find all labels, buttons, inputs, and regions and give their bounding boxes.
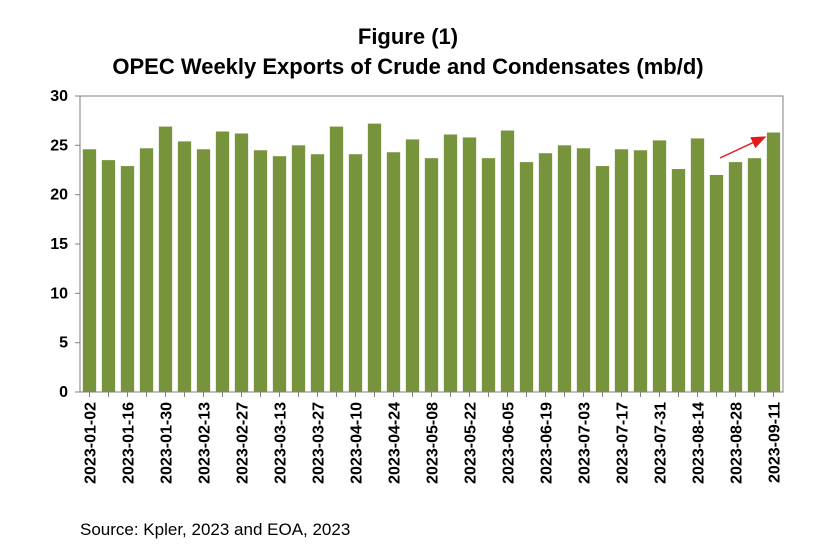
trend-arrow	[719, 136, 767, 159]
y-tick-label: 30	[50, 88, 68, 105]
bar	[500, 130, 515, 393]
bar	[557, 145, 572, 392]
x-tick-label: 2023-07-03	[577, 402, 594, 484]
x-tick-label: 2023-04-10	[349, 402, 366, 484]
y-tick-label: 5	[59, 335, 68, 352]
bar	[272, 156, 287, 392]
x-tick-label: 2023-05-22	[463, 402, 480, 484]
bar	[158, 126, 173, 392]
y-tick-label: 20	[50, 187, 68, 204]
x-tick-label: 2023-07-17	[615, 402, 632, 484]
bar	[177, 141, 192, 392]
bar	[253, 150, 268, 392]
bar	[405, 139, 420, 392]
x-axis: 2023-01-02 2023-01-16 2023-01-30 2023-02-13…	[83, 392, 784, 484]
bar	[728, 162, 743, 392]
x-tick-label: 2023-08-14	[691, 402, 708, 484]
y-axis: 0 5 10 15 20 25 30	[50, 88, 80, 401]
x-tick-label: 2023-01-02	[83, 402, 100, 484]
bar	[595, 166, 610, 392]
x-tick-label: 2023-02-13	[197, 402, 214, 484]
x-tick-label: 2023-01-16	[121, 402, 138, 484]
bar	[519, 162, 534, 392]
bar	[215, 131, 230, 392]
y-tick-label: 25	[50, 137, 68, 154]
bar	[101, 160, 116, 392]
bar	[690, 138, 705, 392]
bar	[671, 169, 686, 392]
x-tick-label: 2023-05-08	[425, 402, 442, 484]
x-tick-label: 2023-07-31	[653, 402, 670, 484]
bar	[538, 153, 553, 392]
bar	[614, 149, 629, 392]
y-tick-label: 15	[50, 236, 68, 253]
bar	[576, 148, 591, 392]
x-tick-label: 2023-06-19	[539, 402, 556, 484]
bar	[481, 158, 496, 392]
bar	[139, 148, 154, 392]
bar	[367, 123, 382, 393]
bar	[348, 154, 363, 392]
bar	[462, 137, 477, 392]
bar	[291, 145, 306, 392]
bars-group	[82, 123, 781, 393]
bar	[386, 152, 401, 392]
x-tick-label: 2023-03-27	[311, 402, 328, 484]
bar	[709, 174, 724, 392]
x-tick-label: 2023-03-13	[273, 402, 290, 484]
chart-title: Figure (1) OPEC Weekly Exports of Crude …	[0, 22, 816, 82]
bar	[633, 150, 648, 392]
bar	[120, 166, 135, 392]
bar	[196, 149, 211, 392]
bar	[652, 140, 667, 392]
bar	[234, 133, 249, 392]
x-tick-label: 2023-06-05	[501, 402, 518, 484]
bar	[310, 154, 325, 392]
source-note: Source: Kpler, 2023 and EOA, 2023	[80, 520, 351, 539]
y-tick-label: 10	[50, 285, 68, 302]
bar	[443, 134, 458, 393]
bar	[766, 132, 781, 393]
bar	[82, 149, 97, 392]
bar	[424, 158, 439, 392]
x-tick-label: 2023-08-28	[729, 402, 746, 484]
figure-title: OPEC Weekly Exports of Crude and Condens…	[112, 54, 704, 79]
y-tick-label: 0	[59, 384, 68, 401]
x-tick-label: 2023-02-27	[235, 402, 252, 484]
figure-number: Figure (1)	[357, 24, 459, 49]
x-tick-label: 2023-04-24	[387, 402, 404, 484]
x-tick-label: 2023-09-11	[767, 402, 784, 483]
x-tick-label: 2023-01-30	[159, 402, 176, 484]
bar	[747, 158, 762, 392]
bar	[329, 126, 344, 392]
